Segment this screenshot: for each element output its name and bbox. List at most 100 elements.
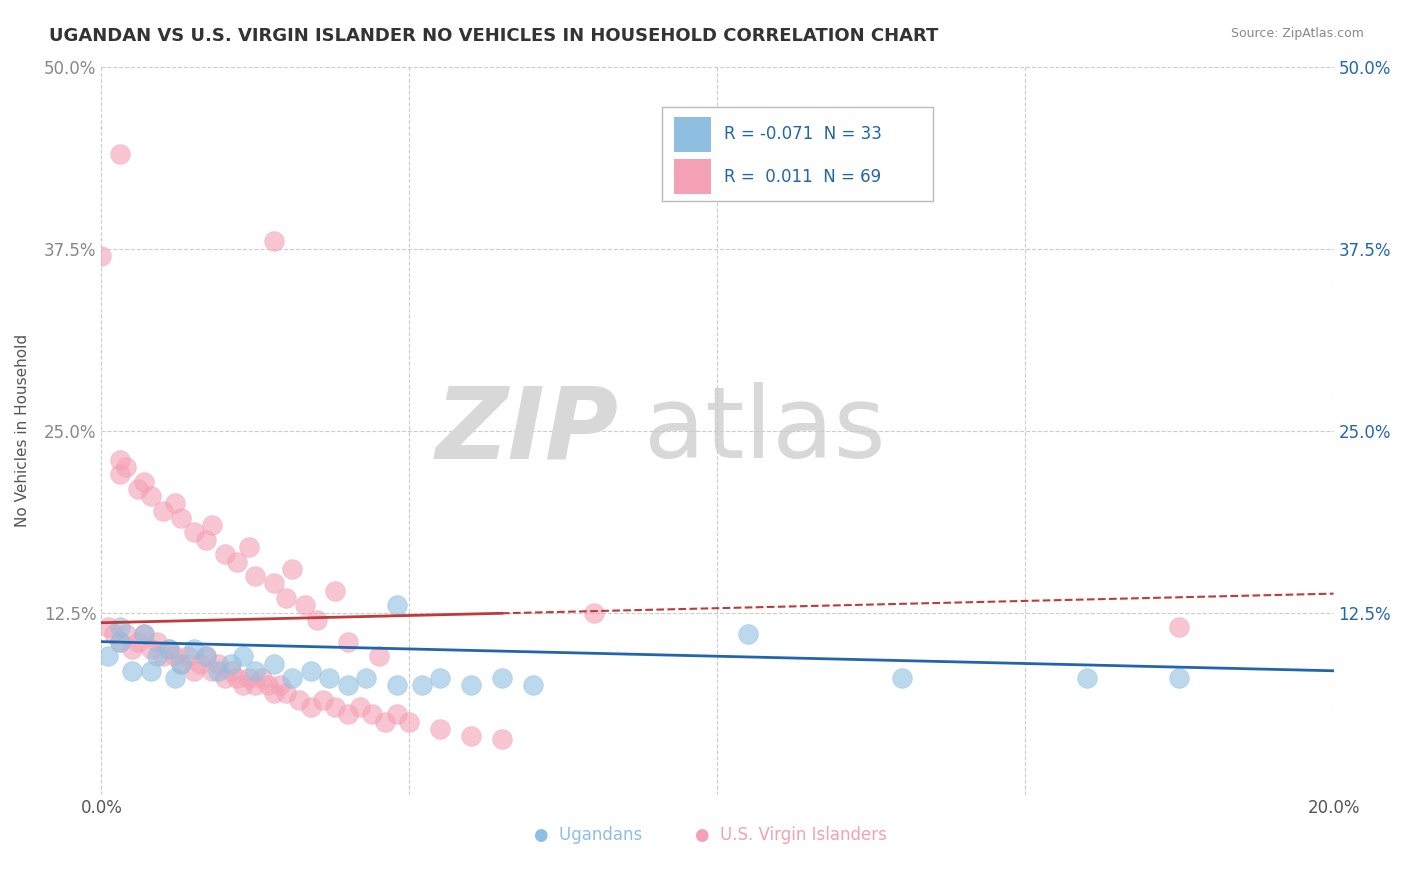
Point xyxy=(263,657,285,671)
Point xyxy=(325,583,347,598)
Point xyxy=(374,714,396,729)
Point xyxy=(269,678,291,692)
Point xyxy=(325,700,347,714)
Point xyxy=(121,642,143,657)
Text: ●  U.S. Virgin Islanders: ● U.S. Virgin Islanders xyxy=(696,826,887,844)
Point xyxy=(250,671,273,685)
Point xyxy=(583,606,606,620)
Point xyxy=(225,671,247,685)
Point xyxy=(90,249,112,263)
Point xyxy=(245,664,267,678)
Text: atlas: atlas xyxy=(644,382,886,479)
Text: Source: ZipAtlas.com: Source: ZipAtlas.com xyxy=(1230,27,1364,40)
Point xyxy=(170,511,193,525)
Point xyxy=(121,664,143,678)
Point xyxy=(385,599,408,613)
Point xyxy=(460,678,482,692)
Point xyxy=(219,664,242,678)
Point xyxy=(108,467,131,482)
Point xyxy=(299,700,322,714)
Point xyxy=(139,489,162,503)
Point xyxy=(134,475,156,489)
Point xyxy=(108,620,131,634)
Point xyxy=(276,685,298,699)
Point xyxy=(336,678,359,692)
Point xyxy=(108,452,131,467)
Text: ZIP: ZIP xyxy=(436,382,619,479)
Point xyxy=(737,627,759,641)
Point xyxy=(238,540,260,554)
Point xyxy=(165,649,187,664)
Point xyxy=(398,714,420,729)
Text: UGANDAN VS U.S. VIRGIN ISLANDER NO VEHICLES IN HOUSEHOLD CORRELATION CHART: UGANDAN VS U.S. VIRGIN ISLANDER NO VEHIC… xyxy=(49,27,939,45)
Point xyxy=(134,627,156,641)
Point xyxy=(165,496,187,510)
Point xyxy=(152,503,174,517)
Point xyxy=(219,657,242,671)
Point xyxy=(152,649,174,664)
Point xyxy=(281,671,304,685)
Point xyxy=(385,678,408,692)
Point xyxy=(108,147,131,161)
Point xyxy=(1168,671,1191,685)
Point xyxy=(96,620,118,634)
Point xyxy=(214,671,236,685)
Point xyxy=(225,555,247,569)
Point xyxy=(232,649,254,664)
Point xyxy=(214,547,236,561)
Point xyxy=(256,678,278,692)
Point xyxy=(134,627,156,641)
Bar xyxy=(675,117,711,152)
Point xyxy=(183,664,205,678)
Point xyxy=(349,700,371,714)
Point xyxy=(429,671,451,685)
Point xyxy=(312,693,335,707)
Point xyxy=(170,657,193,671)
Point xyxy=(195,649,218,664)
Point xyxy=(356,671,378,685)
Point xyxy=(367,649,389,664)
Point xyxy=(103,627,125,641)
Point xyxy=(115,627,138,641)
Point xyxy=(127,634,149,648)
Point xyxy=(294,599,316,613)
Text: R = -0.071  N = 33: R = -0.071 N = 33 xyxy=(724,125,882,144)
Y-axis label: No Vehicles in Household: No Vehicles in Household xyxy=(15,334,30,527)
Point xyxy=(108,634,131,648)
Point xyxy=(146,634,169,648)
Point xyxy=(318,671,340,685)
Point xyxy=(491,671,513,685)
Point xyxy=(336,634,359,648)
Point xyxy=(207,657,229,671)
Point xyxy=(207,664,229,678)
Point xyxy=(1168,620,1191,634)
Point xyxy=(429,722,451,736)
FancyBboxPatch shape xyxy=(662,107,934,202)
Point xyxy=(139,642,162,657)
Point xyxy=(276,591,298,605)
Point xyxy=(115,460,138,475)
Point xyxy=(305,613,328,627)
Point xyxy=(232,678,254,692)
Point xyxy=(263,685,285,699)
Point xyxy=(336,707,359,722)
Point xyxy=(1076,671,1098,685)
Point xyxy=(157,642,180,657)
Text: R =  0.011  N = 69: R = 0.011 N = 69 xyxy=(724,168,880,186)
Point xyxy=(183,642,205,657)
Point xyxy=(263,235,285,249)
Point xyxy=(299,664,322,678)
Bar xyxy=(675,159,711,194)
Point xyxy=(195,649,218,664)
Point xyxy=(460,729,482,743)
Text: ●  Ugandans: ● Ugandans xyxy=(534,826,643,844)
Point xyxy=(195,533,218,547)
Point xyxy=(891,671,914,685)
Point xyxy=(165,671,187,685)
Point xyxy=(157,642,180,657)
Point xyxy=(170,657,193,671)
Point xyxy=(176,649,198,664)
Point xyxy=(108,634,131,648)
Point xyxy=(139,664,162,678)
Point xyxy=(201,664,224,678)
